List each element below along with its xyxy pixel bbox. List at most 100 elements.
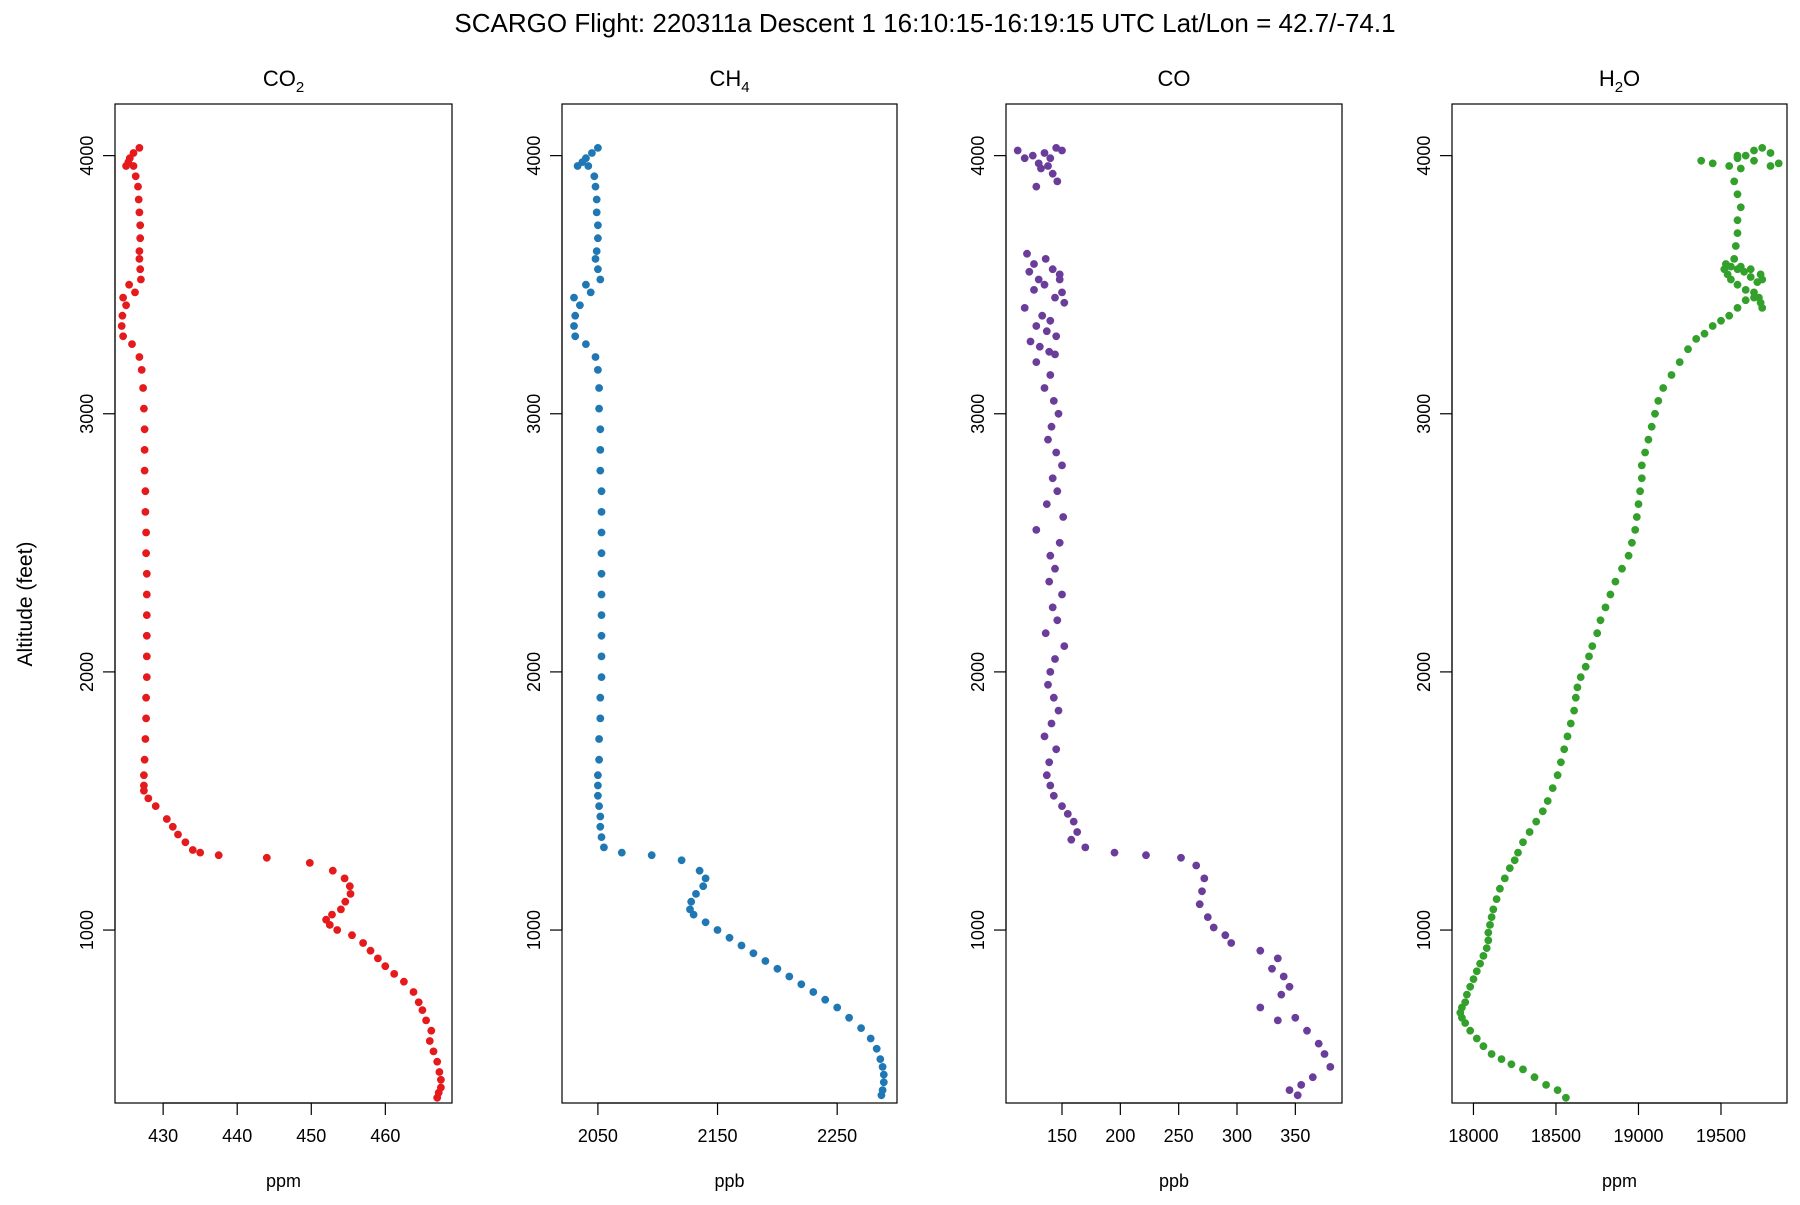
panel-title: CO2	[263, 66, 304, 96]
y-tick-label: 1000	[1414, 910, 1434, 950]
data-point	[1052, 332, 1061, 341]
data-point	[1774, 159, 1783, 168]
data-point	[1708, 159, 1717, 168]
data-point	[1042, 771, 1051, 780]
data-point	[1067, 835, 1076, 844]
x-tick-label: 440	[222, 1126, 252, 1146]
data-point	[1700, 329, 1709, 338]
data-point	[1510, 856, 1519, 865]
data-point	[1055, 270, 1064, 279]
data-point	[1034, 275, 1043, 284]
data-point	[1573, 683, 1582, 692]
data-point	[594, 234, 602, 243]
data-point	[1463, 990, 1471, 999]
data-point	[135, 353, 144, 361]
y-tick-label: 3000	[968, 394, 988, 434]
data-point	[647, 851, 656, 860]
data-point	[1466, 982, 1475, 991]
data-point	[135, 144, 144, 152]
data-point	[582, 280, 590, 289]
data-point	[1209, 923, 1218, 932]
data-point	[1303, 1026, 1311, 1035]
data-point	[1733, 304, 1742, 312]
data-point	[1692, 335, 1701, 343]
data-point	[1725, 311, 1734, 320]
data-point	[594, 144, 602, 152]
data-point	[1044, 162, 1052, 170]
data-point	[429, 1047, 438, 1056]
data-point	[845, 1013, 853, 1022]
y-tick-label: 3000	[524, 394, 544, 434]
data-point	[1049, 693, 1058, 702]
data-point	[699, 882, 708, 891]
data-point	[142, 673, 151, 681]
data-point	[1519, 838, 1527, 847]
data-point	[1314, 1039, 1323, 1048]
data-point	[1618, 564, 1626, 573]
data-point	[1030, 260, 1038, 268]
data-point	[597, 590, 606, 599]
data-point	[1489, 905, 1498, 914]
data-point	[1051, 293, 1059, 302]
data-point	[1051, 350, 1059, 359]
data-point	[1571, 693, 1580, 702]
data-point	[1046, 668, 1055, 676]
data-point	[134, 182, 142, 191]
panel-title: CH4	[709, 66, 749, 96]
y-tick-label: 1000	[968, 910, 988, 950]
data-point	[1588, 642, 1597, 650]
data-point	[1733, 151, 1742, 160]
data-point	[139, 384, 148, 392]
data-point	[1766, 149, 1775, 157]
data-point	[591, 182, 600, 191]
data-point	[129, 162, 138, 170]
data-point	[1053, 177, 1062, 186]
data-point	[1291, 1013, 1300, 1022]
data-point	[117, 322, 126, 330]
data-point	[135, 247, 144, 256]
data-point	[594, 265, 602, 274]
data-point	[1654, 397, 1663, 405]
data-point	[1049, 397, 1058, 405]
y-tick-label: 2000	[77, 652, 97, 692]
data-point	[1601, 603, 1610, 612]
data-point	[687, 897, 696, 906]
data-point	[785, 972, 794, 981]
data-point	[591, 353, 600, 361]
data-point	[1659, 384, 1668, 392]
data-point	[1256, 1003, 1265, 1012]
data-point	[1675, 358, 1684, 366]
data-point	[433, 1057, 442, 1066]
data-point	[1046, 781, 1055, 790]
data-point	[305, 859, 314, 867]
data-point	[1486, 921, 1494, 929]
data-point	[1479, 952, 1488, 960]
data-point	[1479, 1042, 1488, 1051]
data-point	[1733, 216, 1742, 225]
data-point	[594, 221, 602, 230]
data-point	[214, 851, 223, 860]
data-point	[140, 466, 149, 475]
data-point	[596, 812, 605, 821]
x-tick-label: 200	[1105, 1126, 1135, 1146]
x-tick-label: 2050	[578, 1126, 618, 1146]
data-point	[1472, 1034, 1481, 1043]
data-point	[713, 926, 722, 934]
x-tick-label: 430	[148, 1126, 178, 1146]
data-point	[181, 838, 190, 847]
data-point	[1500, 874, 1509, 883]
data-point	[1492, 895, 1501, 903]
data-point	[570, 293, 578, 302]
data-point	[876, 1055, 885, 1063]
data-point	[1032, 358, 1041, 366]
data-point	[1203, 913, 1212, 921]
data-point	[328, 910, 336, 919]
data-point	[141, 508, 150, 516]
data-point	[1476, 959, 1484, 968]
data-point	[773, 964, 782, 973]
data-point	[151, 802, 160, 810]
data-point	[140, 446, 149, 454]
data-point	[142, 652, 151, 661]
data-point	[1758, 304, 1767, 312]
